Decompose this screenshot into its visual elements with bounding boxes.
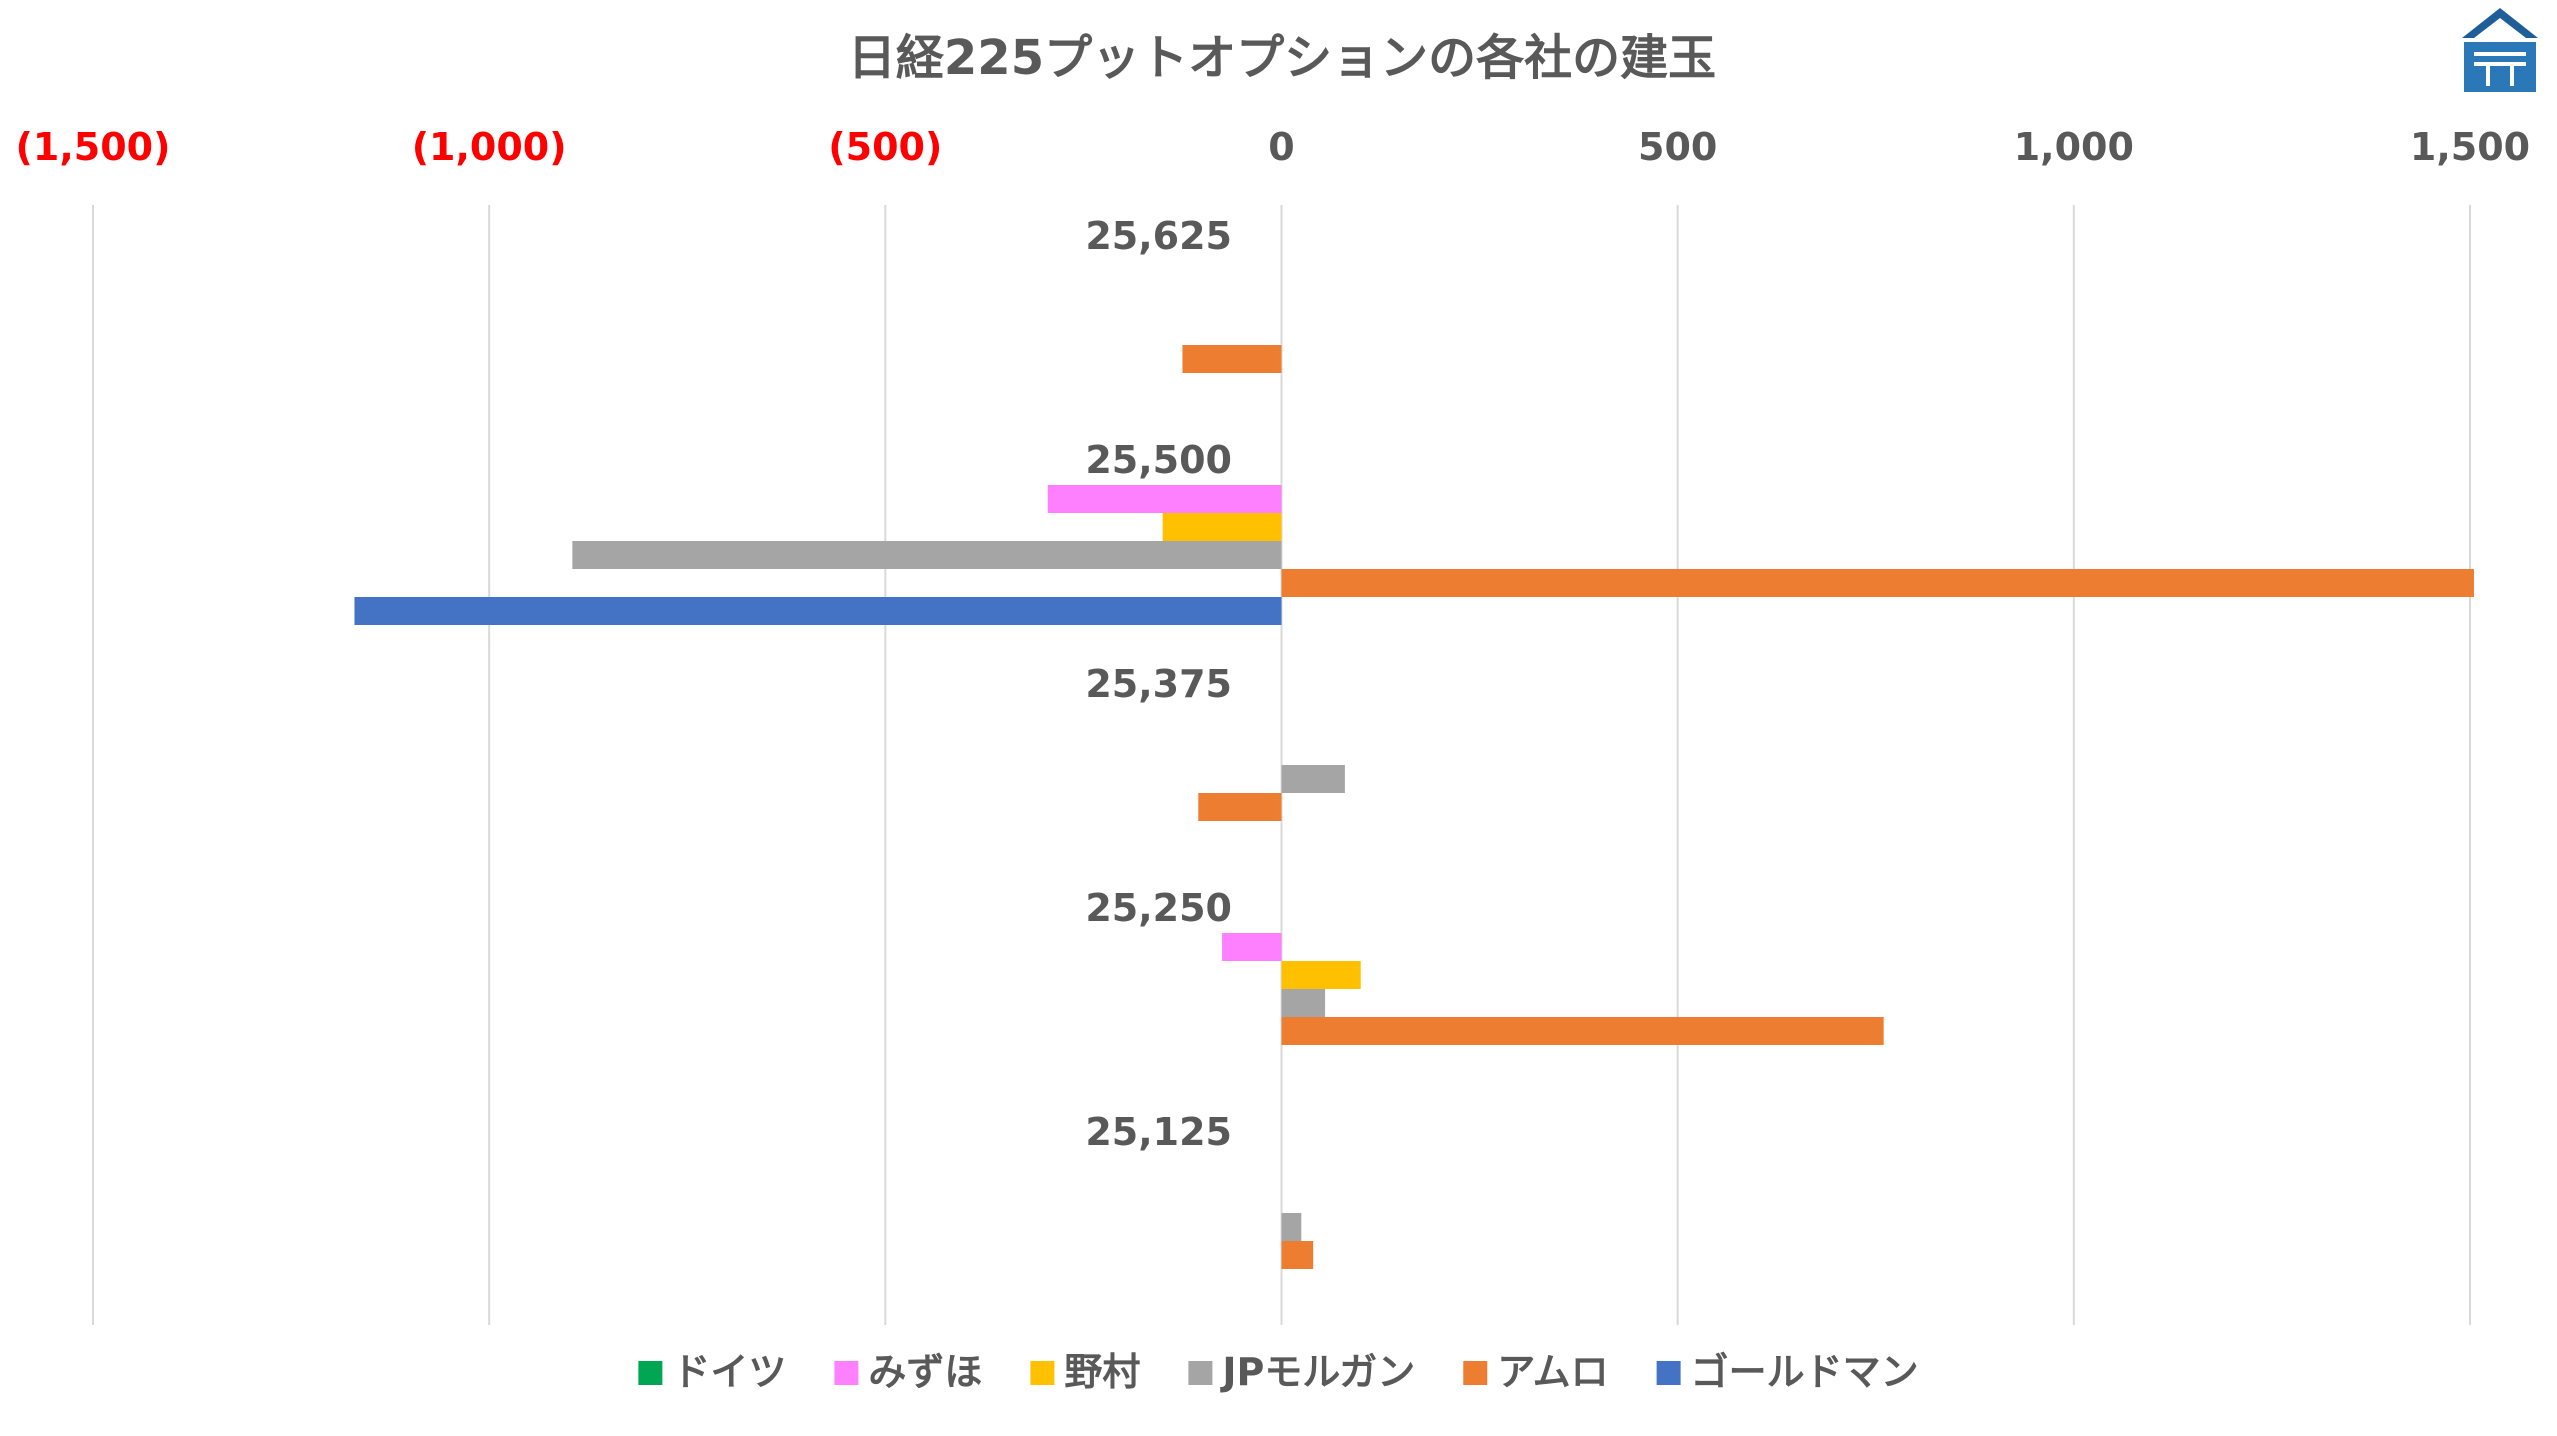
bar-JPモルガン-25,500 — [572, 541, 1282, 569]
chart-title: 日経225プットオプションの各社の建玉 — [848, 30, 1716, 86]
legend-item: ドイツ — [638, 1350, 786, 1394]
legend-item: JPモルガン — [1188, 1350, 1415, 1394]
legend-label: アムロ — [1497, 1350, 1608, 1394]
bar-アムロ-25,125 — [1281, 1241, 1314, 1269]
x-tick-label: (1,500) — [16, 125, 171, 169]
bar-JPモルガン-25,125 — [1281, 1213, 1302, 1241]
x-tick-label: (1,000) — [412, 125, 567, 169]
legend-swatch — [834, 1361, 859, 1385]
bar-アムロ-25,625 — [1182, 345, 1282, 373]
x-tick-label: 1,000 — [2014, 125, 2134, 169]
bar-JPモルガン-25,250 — [1281, 989, 1326, 1017]
house-logo — [2462, 8, 2538, 92]
legend-item: ゴールドマン — [1656, 1350, 1919, 1394]
bar-アムロ-25,500 — [1281, 569, 2474, 597]
legend-swatch — [1656, 1361, 1681, 1385]
category-labels: 25,625 25,500 25,375 25,250 25,125 — [1085, 214, 1232, 1154]
x-tick-label: 500 — [1638, 125, 1717, 169]
category-label: 25,250 — [1085, 886, 1232, 930]
x-tick-label: 0 — [1268, 125, 1294, 169]
legend-swatch — [638, 1361, 663, 1385]
legend-item: アムロ — [1463, 1350, 1609, 1394]
bars — [354, 345, 2474, 1269]
category-label: 25,125 — [1085, 1110, 1232, 1154]
category-label: 25,500 — [1085, 438, 1232, 482]
bar-みずほ-25,500 — [1047, 485, 1282, 513]
bar-JPモルガン-25,375 — [1281, 765, 1345, 793]
legend-label: JPモルガン — [1219, 1350, 1415, 1394]
legend-swatch — [1188, 1361, 1213, 1385]
legend-label: ドイツ — [672, 1350, 786, 1394]
x-tick-label: 1,500 — [2410, 125, 2530, 169]
legend-label: 野村 — [1064, 1350, 1140, 1394]
legend-label: ゴールドマン — [1691, 1350, 1919, 1394]
bar-みずほ-25,250 — [1222, 933, 1282, 961]
bar-野村-25,500 — [1162, 513, 1282, 541]
x-axis-ticks: (1,500) (1,000) (500) 0 500 1,000 1,500 — [16, 125, 2531, 169]
legend-label: みずほ — [868, 1350, 982, 1394]
bar-野村-25,250 — [1281, 961, 1361, 989]
legend-swatch — [1030, 1361, 1055, 1385]
category-label: 25,375 — [1085, 662, 1232, 706]
bar-アムロ-25,250 — [1281, 1017, 1884, 1045]
legend: ドイツ みずほ 野村 JPモルガン アムロ ゴールドマン — [638, 1350, 1919, 1394]
legend-swatch — [1463, 1361, 1488, 1385]
bar-アムロ-25,375 — [1198, 793, 1282, 821]
bar-ゴールドマン-25,500 — [354, 597, 1282, 625]
category-label: 25,625 — [1085, 214, 1232, 258]
x-tick-label: (500) — [828, 125, 942, 169]
legend-item: みずほ — [834, 1350, 982, 1394]
legend-item: 野村 — [1030, 1350, 1140, 1394]
